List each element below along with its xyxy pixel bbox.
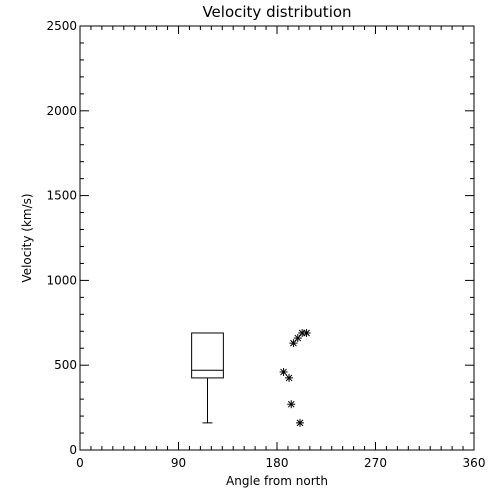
y-tick-label: 2000: [46, 104, 77, 118]
data-point-asterisk: [295, 418, 304, 427]
chart-title: Velocity distribution: [202, 3, 351, 21]
x-tick-label: 0: [76, 456, 84, 470]
asterisk-stroke: [303, 329, 310, 337]
data-point-asterisk: [287, 400, 296, 409]
y-tick-label: 1500: [46, 189, 77, 203]
boxplot-box: [191, 332, 224, 379]
asterisk-stroke: [290, 339, 297, 347]
scatter-points: [279, 328, 311, 427]
data-point-asterisk: [289, 339, 298, 348]
axis-ticks: [79, 25, 475, 451]
y-axis-label: Velocity (km/s): [20, 193, 34, 282]
axis-tick-labels: 0 90 180 270 360 0 500 1000 1500 2000 2500: [46, 19, 485, 470]
y-tick-label: 2500: [46, 19, 77, 33]
asterisk-stroke: [287, 400, 295, 408]
x-tick-label: 360: [463, 456, 486, 470]
x-axis-label: Angle from north: [226, 474, 328, 488]
data-point-asterisk: [293, 334, 302, 343]
x-tick-label: 180: [266, 456, 289, 470]
data-point-asterisk: [279, 367, 288, 376]
asterisk-stroke: [294, 334, 302, 342]
y-tick-label: 0: [69, 443, 77, 457]
x-tick-label: 270: [364, 456, 387, 470]
y-tick-label: 1000: [46, 273, 77, 287]
x-tick-label: 90: [171, 456, 186, 470]
asterisk-stroke: [296, 419, 304, 427]
asterisk-stroke: [280, 368, 287, 376]
y-tick-label: 500: [54, 358, 77, 372]
asterisk-stroke: [285, 374, 293, 382]
data-point-asterisk: [302, 328, 311, 337]
data-point-asterisk: [285, 373, 294, 382]
boxplot: [191, 332, 224, 424]
plot-area-frame: [79, 25, 475, 451]
